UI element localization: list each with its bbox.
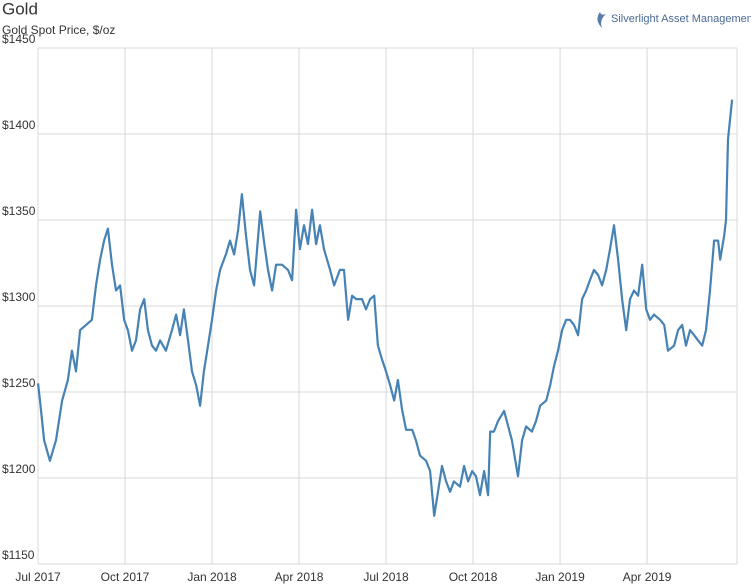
x-tick-label: Oct 2017 (101, 570, 150, 584)
x-tick-label: Oct 2018 (449, 570, 498, 584)
x-tick-label: Apr 2019 (623, 570, 672, 584)
y-tick-label: $1350 (2, 204, 36, 218)
y-tick-label: $1300 (2, 290, 36, 304)
x-tick-label: Apr 2018 (275, 570, 324, 584)
x-tick-label: Jul 2017 (15, 570, 61, 584)
x-tick-label: Jan 2018 (187, 570, 237, 584)
chart-subtitle: Gold Spot Price, $/oz (2, 23, 115, 37)
y-tick-label: $1150 (2, 548, 35, 562)
y-tick-label: $1400 (2, 118, 36, 132)
price-line (36, 99, 734, 517)
logo-icon (597, 12, 606, 28)
y-tick-label: $1450 (2, 32, 36, 46)
source-logo: Silverlight Asset Management, LLC (611, 13, 751, 25)
y-tick-label: $1250 (2, 376, 36, 390)
x-tick-label: Jan 2019 (535, 570, 585, 584)
x-tick-label: Jul 2018 (363, 570, 409, 584)
y-tick-label: $1200 (2, 462, 36, 476)
chart-title: Gold (2, 0, 38, 18)
